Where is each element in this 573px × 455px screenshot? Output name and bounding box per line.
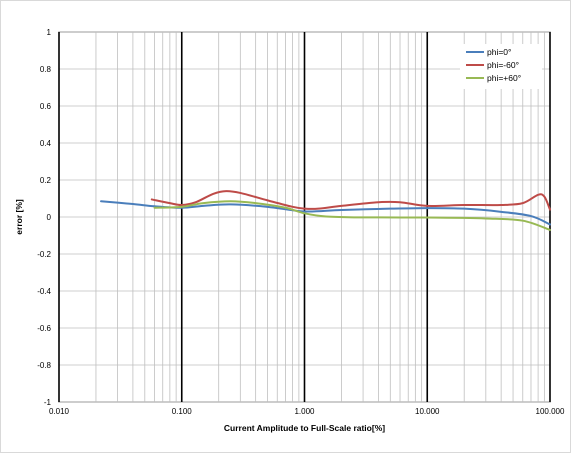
series-line-1: [150, 190, 551, 211]
y-tick-label: 0.4: [40, 139, 52, 148]
y-tick-label: 0.8: [40, 65, 52, 74]
grid-layer: [58, 31, 551, 403]
y-tick-label: 1: [47, 28, 52, 37]
x-axis-title: Current Amplitude to Full-Scale ratio[%]: [224, 423, 385, 433]
x-tick-label: 0.010: [49, 407, 70, 416]
y-tick-label: -0.6: [37, 324, 51, 333]
x-tick-label: 1.000: [294, 407, 315, 416]
y-tick-label: 0.6: [40, 102, 52, 111]
y-tick-label: -0.2: [37, 250, 51, 259]
legend-label: phi=+60°: [487, 73, 521, 83]
x-tick-label: 0.100: [172, 407, 193, 416]
legend: phi=0° phi=-60° phi=+60°: [460, 44, 542, 89]
y-tick-label: -1: [44, 398, 52, 407]
x-tick-label: 100.000: [536, 407, 565, 416]
y-tick-label: 0: [47, 213, 52, 222]
y-axis-title: error [%]: [14, 199, 24, 235]
y-tick-label: -0.8: [37, 361, 51, 370]
x-tick-label: 10.000: [415, 407, 440, 416]
y-tick-label: 0.2: [40, 176, 52, 185]
series-layer: [100, 190, 551, 231]
legend-label: phi=-60°: [487, 60, 519, 70]
y-tick-label: -0.4: [37, 287, 51, 296]
legend-label: phi=0°: [487, 47, 511, 57]
tick-labels: -1 -0.8 -0.6 -0.4 -0.2 0 0.2 0.4 0.6 0.8 1 0.010 0.1…: [37, 28, 565, 416]
series-line-2: [153, 200, 551, 231]
